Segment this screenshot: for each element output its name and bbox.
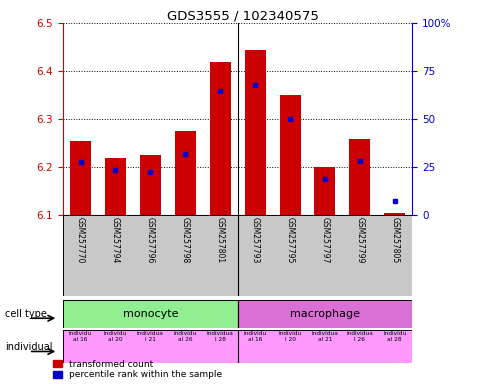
Text: individu
al 28: individu al 28 [382, 331, 406, 342]
Text: GSM257798: GSM257798 [181, 217, 189, 264]
Bar [105, 158, 126, 215]
Text: GSM257799: GSM257799 [355, 217, 363, 264]
Bar [272, 215, 307, 296]
Legend: transformed count, percentile rank within the sample: transformed count, percentile rank withi… [53, 360, 222, 379]
Bar [272, 330, 307, 363]
Text: GSM257805: GSM257805 [390, 217, 398, 264]
Bar [209, 62, 230, 215]
Text: GSM257770: GSM257770 [76, 217, 85, 264]
Text: GDS3555 / 102340575: GDS3555 / 102340575 [166, 10, 318, 23]
Text: GSM257796: GSM257796 [146, 217, 154, 264]
Bar [63, 300, 237, 328]
Bar [98, 330, 133, 363]
Text: GSM257795: GSM257795 [285, 217, 294, 264]
Bar [202, 330, 237, 363]
Bar [237, 215, 272, 296]
Bar [377, 215, 411, 296]
Text: individu
al 20: individu al 20 [104, 331, 127, 342]
Text: individua
l 28: individua l 28 [206, 331, 233, 342]
Bar [307, 215, 342, 296]
Text: individu
al 16: individu al 16 [69, 331, 92, 342]
Bar [167, 215, 202, 296]
Bar [202, 215, 237, 296]
Bar [307, 330, 342, 363]
Text: cell type: cell type [5, 309, 46, 319]
Text: individua
l 26: individua l 26 [346, 331, 373, 342]
Text: GSM257794: GSM257794 [111, 217, 120, 264]
Bar [342, 215, 377, 296]
Text: individu
l 20: individu l 20 [278, 331, 301, 342]
Bar [167, 330, 202, 363]
Bar [63, 215, 98, 296]
Bar [314, 167, 335, 215]
Text: individu
al 16: individu al 16 [243, 331, 266, 342]
Bar [342, 330, 377, 363]
Bar [70, 141, 91, 215]
Bar [133, 215, 167, 296]
Bar [139, 155, 161, 215]
Text: macrophage: macrophage [289, 309, 359, 319]
Bar [244, 50, 265, 215]
Bar [98, 215, 133, 296]
Text: individua
l 21: individua l 21 [136, 331, 164, 342]
Text: GSM257801: GSM257801 [215, 217, 224, 263]
Text: individu
al 26: individu al 26 [173, 331, 197, 342]
Bar [377, 330, 411, 363]
Bar [279, 95, 300, 215]
Text: monocyte: monocyte [122, 309, 178, 319]
Text: individua
al 21: individua al 21 [311, 331, 338, 342]
Text: GSM257793: GSM257793 [250, 217, 259, 264]
Bar [237, 330, 272, 363]
Bar [174, 131, 196, 215]
Bar [133, 330, 167, 363]
Bar [237, 300, 411, 328]
Bar [348, 139, 370, 215]
Bar [383, 213, 405, 215]
Text: GSM257797: GSM257797 [320, 217, 329, 264]
Text: individual: individual [5, 341, 52, 352]
Bar [63, 330, 98, 363]
